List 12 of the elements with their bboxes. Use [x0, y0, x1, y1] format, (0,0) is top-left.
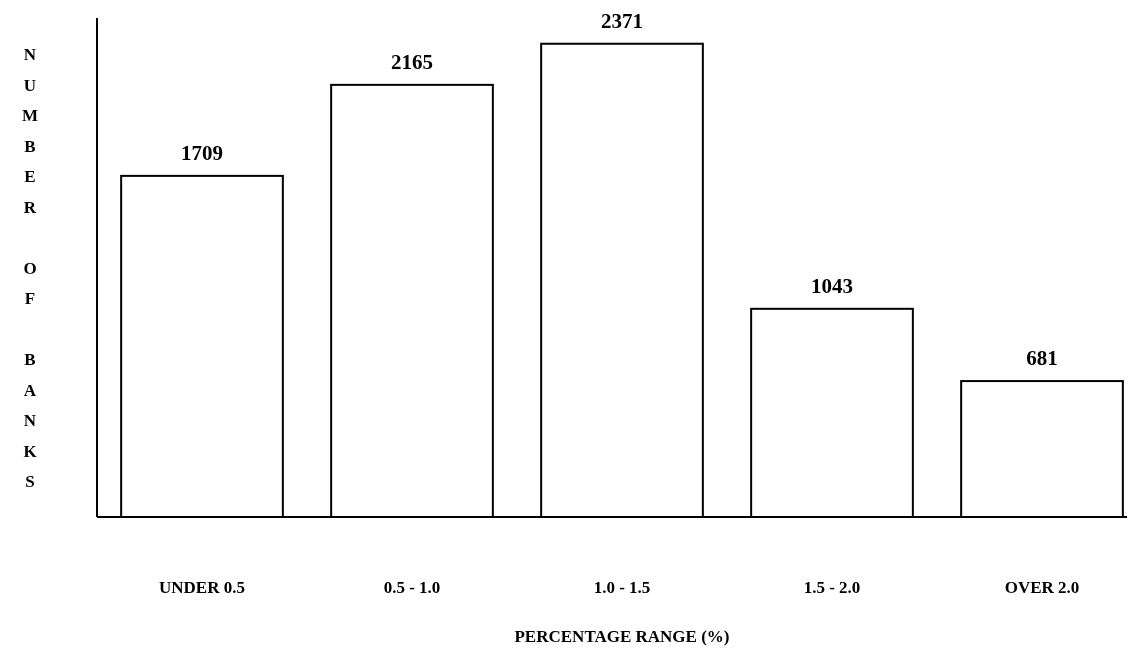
x-tick-label: 1.0 - 1.5 — [593, 578, 651, 597]
x-tick-label: 0.5 - 1.0 — [383, 578, 441, 597]
data-label: 1043 — [811, 273, 853, 298]
text: NUMBER OF BANKS — [21, 45, 39, 491]
data-label: 2165 — [391, 49, 433, 74]
data-label: 681 — [1026, 346, 1058, 371]
data-label: 2371 — [601, 8, 643, 33]
x-tick-label: OVER 2.0 — [1004, 578, 1080, 597]
x-axis-title: PERCENTAGE RANGE (%) — [514, 627, 730, 646]
x-tick-label: UNDER 0.5 — [159, 578, 245, 597]
data-label: 1709 — [181, 140, 223, 165]
x-tick-label: 1.5 - 2.0 — [803, 578, 861, 597]
